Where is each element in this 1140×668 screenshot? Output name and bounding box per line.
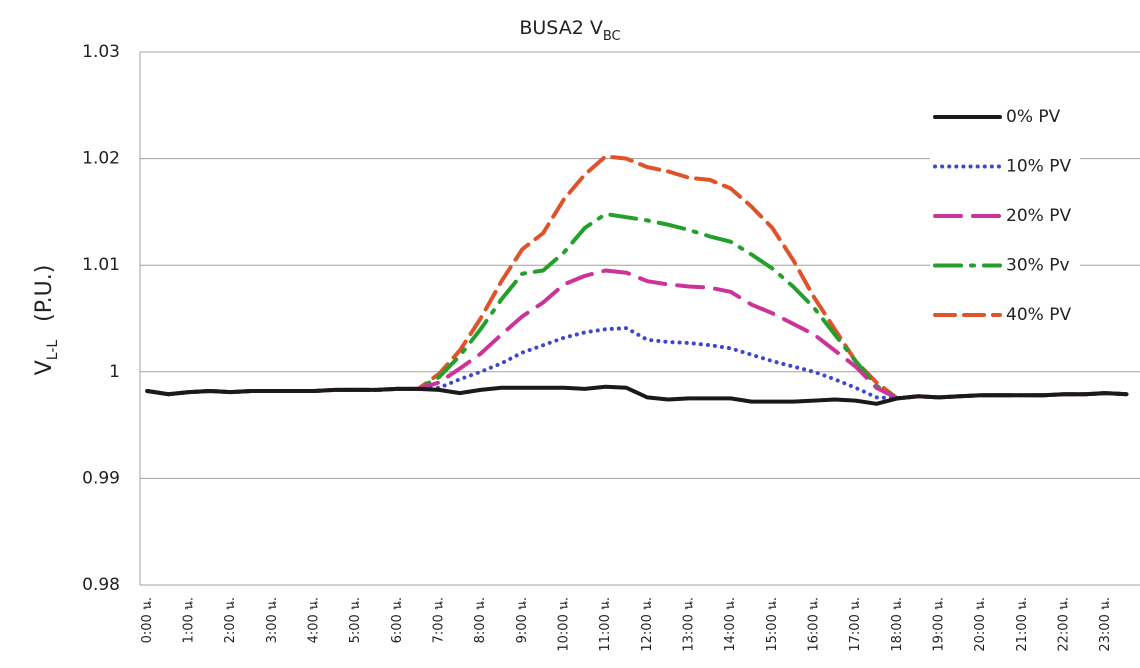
x-tick-label: 6:00 น. xyxy=(390,597,405,643)
x-tick-label: 8:00 น. xyxy=(473,597,488,643)
y-tick-label: 0.98 xyxy=(82,575,120,595)
x-tick-label: 5:00 น. xyxy=(348,597,363,643)
x-tick-label: 19:00 น. xyxy=(931,597,946,652)
y-tick-label: 0.99 xyxy=(82,468,120,488)
x-tick-label: 0:00 น. xyxy=(140,597,155,643)
legend-label: 20% PV xyxy=(1006,206,1071,226)
ylabel-unit: (P.U.) xyxy=(32,265,57,322)
x-tick-label: 3:00 น. xyxy=(265,597,280,643)
x-tick-label: 21:00 น. xyxy=(1015,597,1030,652)
x-tick-label: 10:00 น. xyxy=(556,597,571,652)
x-tick-label: 2:00 น. xyxy=(223,597,238,643)
title-main: BUSA2 V xyxy=(519,17,602,39)
x-tick-label: 11:00 น. xyxy=(598,597,613,652)
y-axis-label: VL-L (P.U.) xyxy=(32,265,61,376)
x-tick-label: 22:00 น. xyxy=(1056,597,1071,652)
title-sub: BC xyxy=(603,29,621,44)
legend-label: 10% PV xyxy=(1006,157,1071,177)
y-tick-label: 1 xyxy=(109,362,120,382)
ylabel-sub: L-L xyxy=(45,340,61,361)
x-tick-label: 17:00 น. xyxy=(848,597,863,652)
x-tick-label: 13:00 น. xyxy=(681,597,696,652)
x-tick-label: 4:00 น. xyxy=(306,597,321,643)
x-tick-label: 1:00 น. xyxy=(181,597,196,643)
x-tick-label: 15:00 น. xyxy=(765,597,780,652)
y-tick-label: 1.03 xyxy=(82,42,120,62)
series-line xyxy=(145,326,1129,401)
x-tick-label: 18:00 น. xyxy=(890,597,905,652)
legend-label: 30% Pv xyxy=(1006,256,1070,276)
y-tick-label: 1.01 xyxy=(82,255,120,275)
legend-label: 40% PV xyxy=(1006,305,1071,325)
x-tick-label: 7:00 น. xyxy=(431,597,446,643)
x-tick-label: 12:00 น. xyxy=(640,597,655,652)
legend-label: 0% PV xyxy=(1006,107,1061,127)
series-line xyxy=(145,384,1129,406)
ylabel-main: V xyxy=(32,360,57,375)
x-tick-label: 14:00 น. xyxy=(723,597,738,652)
x-tick-label: 23:00 น. xyxy=(1098,597,1113,652)
x-tick-label: 9:00 น. xyxy=(515,597,530,643)
y-tick-label: 1.02 xyxy=(82,149,120,169)
chart-title: BUSA2 VBC xyxy=(519,17,620,44)
x-tick-label: 20:00 น. xyxy=(973,597,988,652)
x-tick-label: 16:00 น. xyxy=(806,597,821,652)
